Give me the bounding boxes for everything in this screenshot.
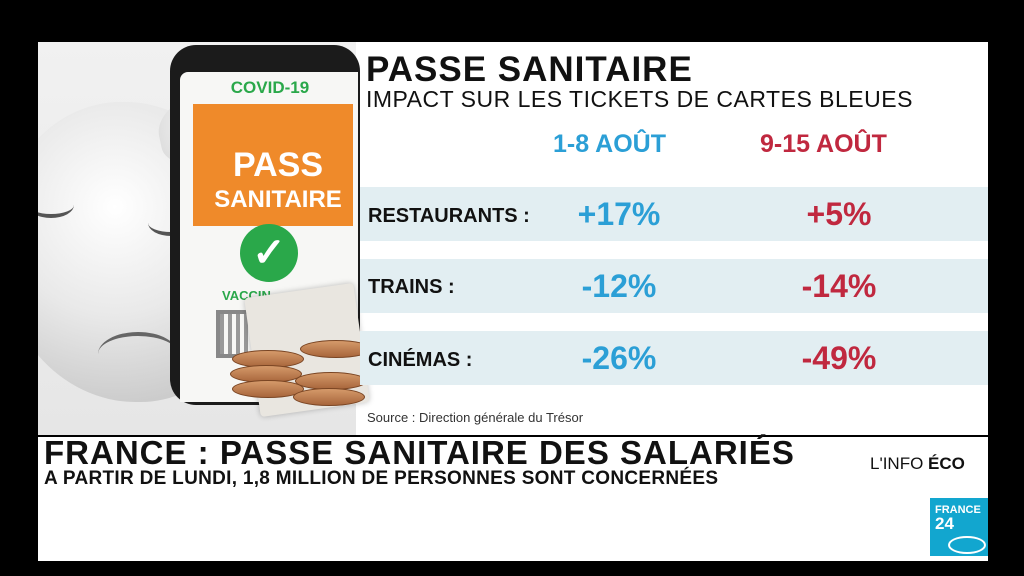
pass-banner: [193, 104, 353, 226]
table-row: [360, 259, 988, 313]
row-label: CINÉMAS :: [368, 349, 473, 371]
value-period-2: -49%: [801, 340, 877, 376]
headline: FRANCE : PASSE SANITAIRE DES SALARIÉS: [44, 434, 795, 471]
globe-icon: [948, 536, 986, 554]
table-row: [360, 331, 988, 385]
program-prefix: L'INFO: [870, 454, 924, 473]
program-title: ÉCO: [928, 454, 965, 473]
value-period-2: -14%: [801, 268, 877, 304]
piggy-eye: [38, 192, 74, 218]
logo-text-line-1: FRANCE: [935, 504, 981, 516]
value-period-2: +5%: [806, 196, 872, 232]
pass-sanitaire-label: PASS SANITAIRE: [193, 148, 363, 212]
source-note: Source : Direction générale du Trésor: [367, 410, 584, 425]
row-label: RESTAURANTS :: [368, 205, 530, 227]
coin-image: [232, 380, 304, 398]
program-name: L'INFO ÉCO: [870, 454, 965, 474]
lower-third: [38, 437, 988, 561]
strapline: A PARTIR DE LUNDI, 1,8 MILLION DE PERSON…: [44, 468, 719, 489]
pass-line-2: SANITAIRE: [214, 186, 342, 213]
coin-image: [293, 388, 365, 406]
infographic-subtitle: IMPACT SUR LES TICKETS DE CARTES BLEUES: [366, 86, 913, 112]
value-period-1: -26%: [581, 340, 657, 376]
covid-label: COVID-19: [230, 78, 310, 97]
value-period-1: +17%: [577, 196, 661, 232]
column-header-period-1: 1-8 AOÛT: [553, 130, 666, 158]
piggy-mouth: [98, 332, 178, 376]
column-header-period-2: 9-15 AOÛT: [760, 130, 887, 158]
row-label: TRAINS :: [368, 276, 455, 298]
value-period-1: -12%: [581, 268, 657, 304]
table-row: [360, 187, 988, 241]
pass-line-1: PASS: [232, 146, 324, 184]
infographic-title: PASSE SANITAIRE: [366, 50, 693, 89]
check-icon: ✓: [240, 224, 298, 282]
logo-text-line-2: 24: [935, 514, 954, 533]
